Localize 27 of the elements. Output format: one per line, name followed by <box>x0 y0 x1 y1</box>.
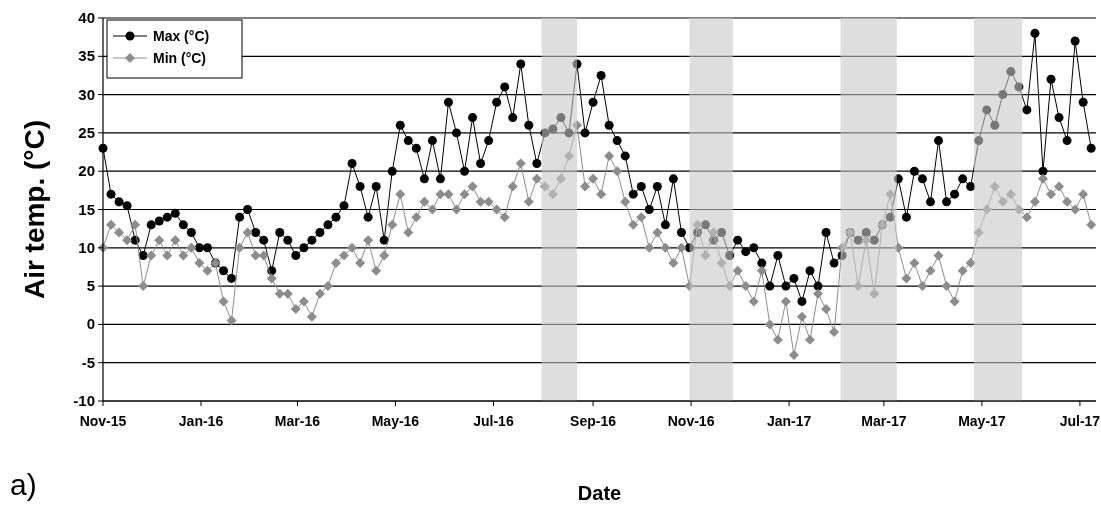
x-tick-label: Mar-16 <box>274 413 321 429</box>
x-tick-label: Jul-16 <box>473 413 514 429</box>
y-tick-label: -5 <box>81 353 95 371</box>
x-tick-label: Mar-17 <box>861 413 907 429</box>
y-tick-label: 20 <box>78 162 95 180</box>
y-tick-label: 35 <box>78 47 95 65</box>
y-axis-title: Air temp. (°C) <box>19 119 50 300</box>
x-tick-label: Jan-16 <box>178 413 224 429</box>
y-tick-label: 15 <box>78 200 95 218</box>
y-tick-label: 30 <box>78 85 95 103</box>
x-tick-label: May-16 <box>371 413 420 429</box>
legend-label: Max (°C) <box>153 28 210 44</box>
x-tick-label: Nov-15 <box>79 413 127 429</box>
x-axis-title: Date <box>577 482 622 504</box>
x-tick-label: Nov-16 <box>667 413 715 429</box>
x-tick-label: May-17 <box>958 413 1006 429</box>
text: a) <box>10 468 37 501</box>
y-tick-label: 40 <box>78 9 95 26</box>
y-tick-label: 0 <box>86 315 95 333</box>
y-tick-label: -10 <box>73 392 95 409</box>
legend-label: Min (°C) <box>153 50 207 66</box>
x-tick-label: Jul-17 <box>1059 413 1101 429</box>
y-tick-label: 25 <box>78 123 95 141</box>
y-tick-label: 5 <box>86 277 95 295</box>
x-tick-label: Jan-17 <box>766 413 812 429</box>
x-tick-label: Sep-16 <box>570 413 617 429</box>
y-tick-label: 10 <box>78 238 95 256</box>
